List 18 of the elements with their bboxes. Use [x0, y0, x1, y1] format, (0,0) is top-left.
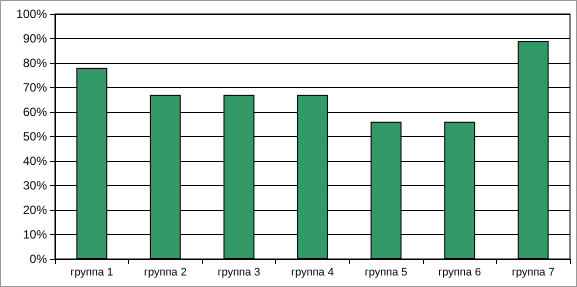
y-tick-label: 90%: [22, 32, 48, 46]
x-tick-label: группа 5: [364, 266, 408, 278]
y-tick-label: 20%: [22, 203, 48, 217]
y-tick-label: 40%: [22, 154, 48, 168]
x-tick-label: группа 1: [70, 266, 114, 278]
y-tick-label: 70%: [22, 80, 48, 94]
x-tick-label: группа 4: [291, 266, 334, 278]
y-tick-label: 60%: [22, 105, 48, 119]
y-tick-label: 0%: [30, 252, 48, 266]
y-tick-label: 80%: [22, 56, 48, 70]
y-tick-label: 50%: [22, 130, 48, 144]
x-tick-label: группа 3: [218, 266, 260, 278]
x-tick-label: группа 6: [438, 266, 481, 278]
y-tick-label: 100%: [16, 7, 48, 21]
y-tick-label: 30%: [22, 178, 48, 192]
x-tick-label: группа 2: [144, 266, 187, 278]
y-tick-label: 10%: [22, 228, 48, 242]
x-tick-label: группа 7: [512, 266, 555, 278]
